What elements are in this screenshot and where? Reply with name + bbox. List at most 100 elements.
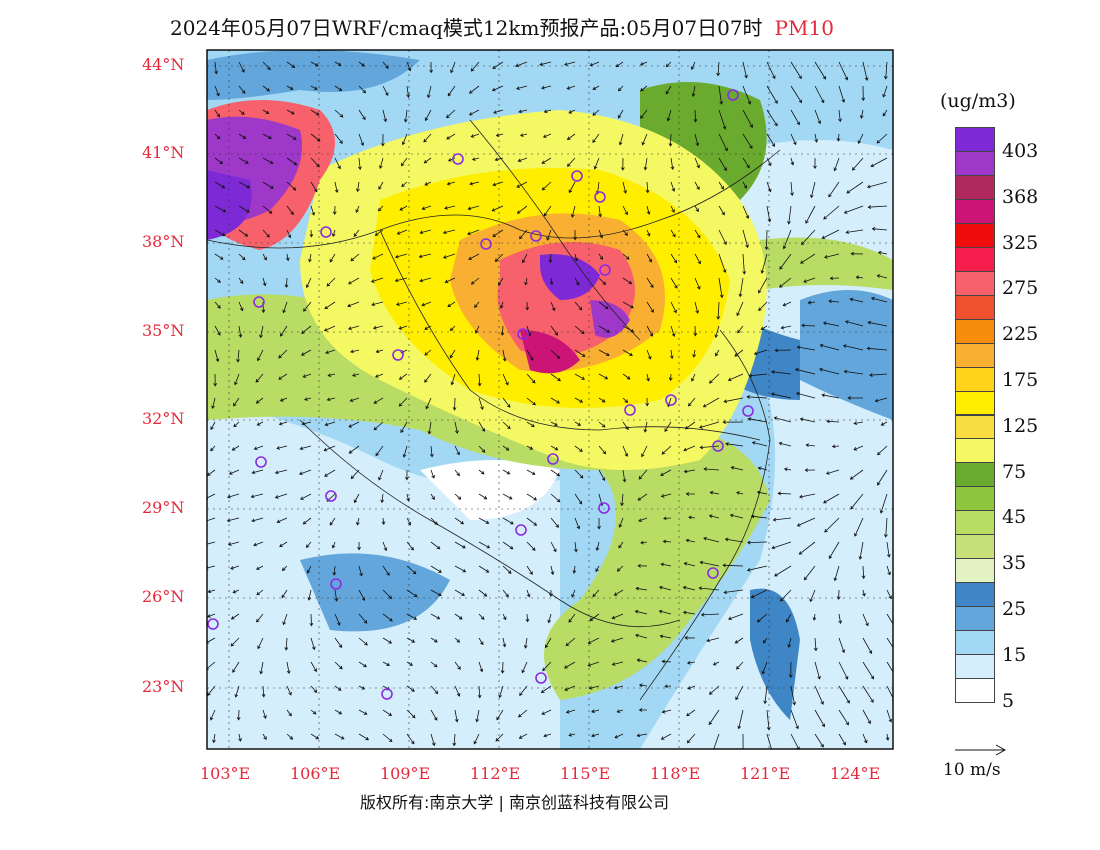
wind-arrow — [635, 633, 648, 639]
wind-arrow — [622, 205, 628, 216]
wind-arrow — [829, 276, 840, 281]
wind-arrow — [787, 205, 792, 225]
wind-arrow — [668, 373, 673, 382]
wind-arrow — [454, 541, 466, 549]
city-markers — [207, 89, 754, 700]
wind-arrow — [568, 733, 576, 737]
wind-arrow — [238, 733, 242, 742]
wind-arrow — [761, 661, 768, 675]
wind-arrow — [622, 325, 635, 333]
wind-arrow — [478, 493, 488, 500]
wind-arrow — [430, 469, 435, 479]
wind-arrow — [574, 541, 578, 553]
wind-arrow — [805, 443, 816, 448]
wind-arrow — [502, 469, 511, 475]
wind-arrow — [622, 349, 633, 356]
wind-arrow — [870, 157, 888, 167]
wind-arrow — [400, 421, 408, 434]
wind-arrow — [660, 562, 672, 567]
legend-swatch — [955, 270, 995, 296]
wind-arrow — [421, 205, 432, 211]
wind-arrow — [373, 421, 384, 431]
wind-arrow — [805, 205, 816, 224]
wind-arrow — [598, 373, 609, 380]
wind-arrow — [686, 733, 696, 744]
wind-arrow — [861, 85, 866, 102]
wind-arrow — [310, 709, 317, 715]
wind-arrow — [426, 85, 432, 99]
wind-arrow — [639, 61, 648, 66]
wind-arrow — [238, 109, 245, 115]
wind-arrow — [885, 733, 890, 741]
wind-arrow — [809, 589, 816, 603]
wind-arrow — [694, 133, 700, 147]
wind-arrow — [670, 253, 678, 264]
wind-arrow — [521, 661, 528, 674]
wind-arrow — [262, 85, 271, 92]
lon-label-103: 103°E — [200, 764, 251, 783]
wind-arrow — [284, 277, 289, 288]
wind-arrow — [766, 709, 771, 731]
wind-arrow — [813, 637, 818, 652]
wind-arrow — [478, 661, 484, 673]
wind-arrow — [522, 253, 528, 264]
wind-arrow — [694, 301, 699, 314]
wind-arrow — [699, 560, 720, 567]
wind-arrow — [310, 181, 318, 193]
wind-arrow — [214, 229, 226, 237]
wind-arrow — [734, 637, 744, 644]
wind-arrow — [491, 85, 504, 92]
wind-arrow — [877, 445, 888, 456]
wind-arrow — [854, 517, 864, 537]
wind-arrow — [478, 421, 485, 432]
wind-arrow — [574, 469, 584, 479]
wind-arrow — [284, 637, 289, 651]
wind-arrow — [323, 445, 336, 452]
wind-arrow — [638, 708, 647, 712]
wind-arrow — [790, 685, 796, 706]
wind-arrow — [683, 561, 696, 567]
wind-arrow — [548, 253, 553, 264]
wind-arrow — [526, 349, 534, 361]
wind-arrow — [516, 181, 528, 188]
wind-arrow — [778, 441, 792, 447]
wind-arrow — [399, 205, 408, 211]
wind-arrow — [406, 709, 416, 719]
wind-arrow — [358, 661, 367, 668]
wind-arrow — [430, 493, 435, 500]
wind-arrow — [637, 493, 648, 501]
wind-arrow — [446, 181, 456, 186]
wind-arrow — [718, 229, 727, 245]
wind-arrow — [587, 637, 600, 644]
wind-arrow — [661, 709, 672, 714]
wind-arrow — [279, 397, 288, 402]
wind-arrow — [286, 181, 297, 191]
wind-arrow — [541, 85, 552, 90]
wind-arrow — [286, 205, 294, 216]
wind-arrow — [406, 637, 416, 643]
wind-arrow — [468, 109, 480, 116]
wind-arrow — [519, 133, 528, 137]
wind-arrow — [550, 421, 558, 426]
wind-arrow — [447, 85, 456, 97]
city-marker — [452, 153, 464, 165]
wind-arrow — [253, 445, 264, 451]
wind-arrow — [766, 205, 772, 223]
lon-label-112: 112°E — [470, 764, 521, 783]
city-marker — [255, 456, 267, 468]
wind-arrow — [358, 589, 366, 601]
wind-arrow — [500, 325, 505, 336]
wind-arrow — [718, 205, 725, 216]
wind-arrow — [358, 85, 367, 94]
wind-arrow — [382, 565, 390, 576]
wind-arrow — [622, 301, 634, 309]
wind-arrow — [214, 109, 220, 118]
wind-arrow — [722, 563, 744, 568]
wind-arrow — [736, 491, 744, 495]
wind-arrow — [753, 349, 768, 356]
wind-arrow — [276, 517, 288, 524]
wind-arrow — [419, 277, 432, 283]
wind-arrow — [685, 492, 696, 496]
wind-arrow — [687, 685, 696, 690]
wind-arrow — [406, 541, 414, 551]
